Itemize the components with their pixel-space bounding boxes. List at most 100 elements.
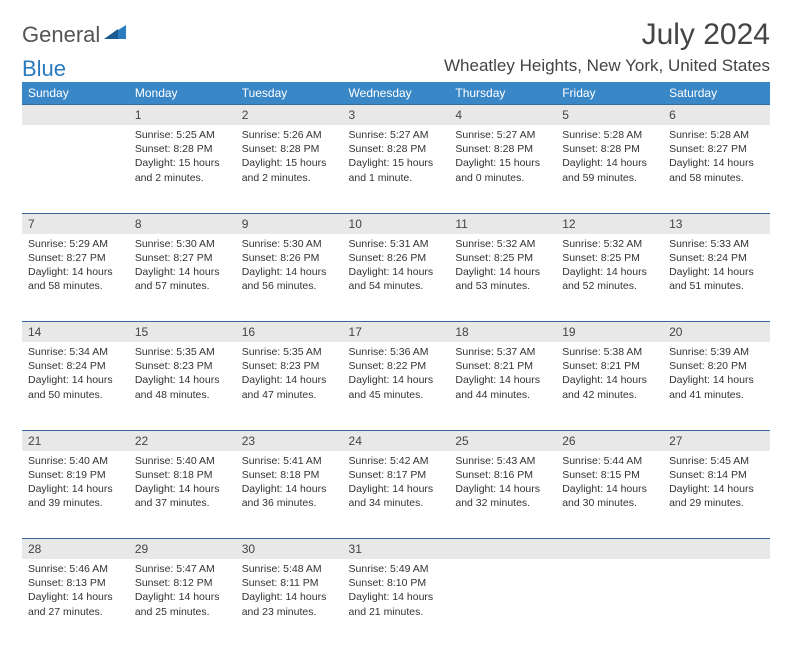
day-details: Sunrise: 5:42 AMSunset: 8:17 PMDaylight:…	[343, 451, 450, 517]
day-number: 12	[556, 214, 663, 234]
day-cell: Sunrise: 5:31 AMSunset: 8:26 PMDaylight:…	[343, 234, 450, 322]
day-number: 6	[663, 105, 770, 125]
day-details: Sunrise: 5:44 AMSunset: 8:15 PMDaylight:…	[556, 451, 663, 517]
day-cell: Sunrise: 5:40 AMSunset: 8:19 PMDaylight:…	[22, 451, 129, 539]
day-number: 30	[236, 539, 343, 559]
day-number-cell: 10	[343, 213, 450, 234]
day-cell: Sunrise: 5:32 AMSunset: 8:25 PMDaylight:…	[556, 234, 663, 322]
day-number-cell: 17	[343, 322, 450, 343]
day-number: 8	[129, 214, 236, 234]
day-number-cell: 9	[236, 213, 343, 234]
day-number-cell	[449, 539, 556, 560]
calendar-table: SundayMondayTuesdayWednesdayThursdayFrid…	[22, 82, 770, 647]
day-number: 26	[556, 431, 663, 451]
logo-triangle-icon	[104, 25, 126, 44]
weekday-header: Monday	[129, 82, 236, 105]
day-number: 2	[236, 105, 343, 125]
day-details: Sunrise: 5:41 AMSunset: 8:18 PMDaylight:…	[236, 451, 343, 517]
day-number: 25	[449, 431, 556, 451]
day-cell	[22, 125, 129, 213]
day-number-cell: 15	[129, 322, 236, 343]
day-details: Sunrise: 5:38 AMSunset: 8:21 PMDaylight:…	[556, 342, 663, 408]
day-cell: Sunrise: 5:27 AMSunset: 8:28 PMDaylight:…	[449, 125, 556, 213]
day-number: 31	[343, 539, 450, 559]
day-cell: Sunrise: 5:48 AMSunset: 8:11 PMDaylight:…	[236, 559, 343, 647]
logo-text-general: General	[22, 22, 100, 48]
day-cell: Sunrise: 5:39 AMSunset: 8:20 PMDaylight:…	[663, 342, 770, 430]
weekday-header: Tuesday	[236, 82, 343, 105]
logo: General	[22, 22, 126, 48]
day-number: 10	[343, 214, 450, 234]
day-number-cell: 11	[449, 213, 556, 234]
day-number-cell: 31	[343, 539, 450, 560]
weekday-header: Wednesday	[343, 82, 450, 105]
day-details: Sunrise: 5:43 AMSunset: 8:16 PMDaylight:…	[449, 451, 556, 517]
day-details: Sunrise: 5:47 AMSunset: 8:12 PMDaylight:…	[129, 559, 236, 625]
day-details: Sunrise: 5:30 AMSunset: 8:27 PMDaylight:…	[129, 234, 236, 300]
day-details: Sunrise: 5:49 AMSunset: 8:10 PMDaylight:…	[343, 559, 450, 625]
day-number-cell: 23	[236, 430, 343, 451]
day-number: 5	[556, 105, 663, 125]
weekday-header: Thursday	[449, 82, 556, 105]
day-cell	[449, 559, 556, 647]
day-details: Sunrise: 5:27 AMSunset: 8:28 PMDaylight:…	[449, 125, 556, 191]
day-number-cell: 6	[663, 105, 770, 126]
page-title: July 2024	[642, 18, 770, 52]
day-number-cell	[663, 539, 770, 560]
day-number-cell: 13	[663, 213, 770, 234]
day-number-cell: 21	[22, 430, 129, 451]
day-details: Sunrise: 5:26 AMSunset: 8:28 PMDaylight:…	[236, 125, 343, 191]
weekday-header: Saturday	[663, 82, 770, 105]
day-details: Sunrise: 5:28 AMSunset: 8:27 PMDaylight:…	[663, 125, 770, 191]
day-cell	[556, 559, 663, 647]
day-number-cell: 3	[343, 105, 450, 126]
day-number: 13	[663, 214, 770, 234]
day-cell: Sunrise: 5:26 AMSunset: 8:28 PMDaylight:…	[236, 125, 343, 213]
logo-text-blue: Blue	[22, 56, 66, 82]
day-cell: Sunrise: 5:30 AMSunset: 8:27 PMDaylight:…	[129, 234, 236, 322]
day-cell: Sunrise: 5:37 AMSunset: 8:21 PMDaylight:…	[449, 342, 556, 430]
day-number-cell: 20	[663, 322, 770, 343]
day-details: Sunrise: 5:40 AMSunset: 8:19 PMDaylight:…	[22, 451, 129, 517]
day-details: Sunrise: 5:29 AMSunset: 8:27 PMDaylight:…	[22, 234, 129, 300]
day-details: Sunrise: 5:32 AMSunset: 8:25 PMDaylight:…	[556, 234, 663, 300]
day-cell: Sunrise: 5:47 AMSunset: 8:12 PMDaylight:…	[129, 559, 236, 647]
day-details: Sunrise: 5:33 AMSunset: 8:24 PMDaylight:…	[663, 234, 770, 300]
day-cell: Sunrise: 5:35 AMSunset: 8:23 PMDaylight:…	[236, 342, 343, 430]
day-cell: Sunrise: 5:29 AMSunset: 8:27 PMDaylight:…	[22, 234, 129, 322]
day-details: Sunrise: 5:25 AMSunset: 8:28 PMDaylight:…	[129, 125, 236, 191]
day-number-cell: 2	[236, 105, 343, 126]
day-cell: Sunrise: 5:49 AMSunset: 8:10 PMDaylight:…	[343, 559, 450, 647]
day-details: Sunrise: 5:40 AMSunset: 8:18 PMDaylight:…	[129, 451, 236, 517]
day-cell: Sunrise: 5:35 AMSunset: 8:23 PMDaylight:…	[129, 342, 236, 430]
day-number-cell: 4	[449, 105, 556, 126]
day-details: Sunrise: 5:48 AMSunset: 8:11 PMDaylight:…	[236, 559, 343, 625]
day-number-cell	[556, 539, 663, 560]
day-number-cell: 22	[129, 430, 236, 451]
day-number: 4	[449, 105, 556, 125]
day-number: 29	[129, 539, 236, 559]
day-cell: Sunrise: 5:46 AMSunset: 8:13 PMDaylight:…	[22, 559, 129, 647]
day-number: 14	[22, 322, 129, 342]
day-number-cell: 24	[343, 430, 450, 451]
day-number: 20	[663, 322, 770, 342]
day-number-cell: 8	[129, 213, 236, 234]
day-number-cell: 16	[236, 322, 343, 343]
day-number: 23	[236, 431, 343, 451]
day-number: 22	[129, 431, 236, 451]
day-cell: Sunrise: 5:38 AMSunset: 8:21 PMDaylight:…	[556, 342, 663, 430]
day-cell: Sunrise: 5:25 AMSunset: 8:28 PMDaylight:…	[129, 125, 236, 213]
day-cell: Sunrise: 5:33 AMSunset: 8:24 PMDaylight:…	[663, 234, 770, 322]
day-cell: Sunrise: 5:36 AMSunset: 8:22 PMDaylight:…	[343, 342, 450, 430]
day-number: 21	[22, 431, 129, 451]
day-cell: Sunrise: 5:43 AMSunset: 8:16 PMDaylight:…	[449, 451, 556, 539]
day-cell: Sunrise: 5:28 AMSunset: 8:28 PMDaylight:…	[556, 125, 663, 213]
weekday-header: Sunday	[22, 82, 129, 105]
day-number: 16	[236, 322, 343, 342]
day-cell: Sunrise: 5:45 AMSunset: 8:14 PMDaylight:…	[663, 451, 770, 539]
day-cell: Sunrise: 5:30 AMSunset: 8:26 PMDaylight:…	[236, 234, 343, 322]
day-number: 27	[663, 431, 770, 451]
day-number-cell: 19	[556, 322, 663, 343]
day-details: Sunrise: 5:31 AMSunset: 8:26 PMDaylight:…	[343, 234, 450, 300]
day-cell: Sunrise: 5:27 AMSunset: 8:28 PMDaylight:…	[343, 125, 450, 213]
